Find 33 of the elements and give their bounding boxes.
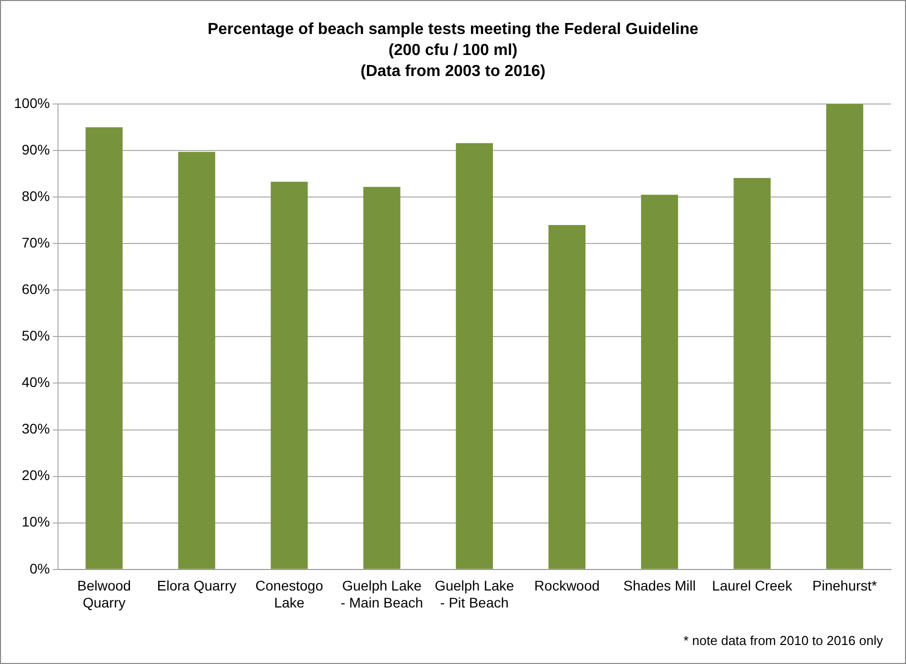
x-tick-label: Guelph Lake - Pit Beach: [434, 578, 514, 610]
bar: [456, 143, 493, 569]
y-tick-label: 50%: [22, 328, 50, 344]
x-tick-label: Laurel Creek: [712, 578, 794, 594]
y-tick-label: 60%: [22, 281, 50, 298]
bar: [641, 194, 678, 569]
x-tick-label: Shades Mill: [623, 578, 696, 594]
y-tick-label: 10%: [22, 514, 50, 530]
bar: [826, 104, 864, 569]
text: * note data from 2010 to 2016 only: [684, 633, 883, 648]
text: Percentage of beach sample tests meeting the Federal Guideline: [208, 21, 698, 38]
bar: [178, 152, 216, 569]
x-tick-label: Elora Quarry: [156, 578, 236, 594]
text: (200 cfu / 100 ml): [388, 42, 518, 59]
bar: [270, 182, 308, 569]
text: (Data from 2003 to 2016): [360, 63, 546, 80]
x-tick-label: Pinehurst*: [812, 578, 878, 594]
x-tick-label: Belwood Quarry: [77, 578, 131, 610]
y-tick-label: 40%: [22, 374, 50, 390]
y-tick-label: 20%: [22, 467, 50, 484]
y-tick-label: 80%: [22, 188, 50, 204]
y-tick-label: 90%: [22, 141, 50, 158]
bar: [363, 186, 400, 569]
bar: [548, 225, 586, 569]
bar: [734, 178, 771, 569]
x-tick-label: Rockwood: [534, 578, 600, 594]
y-tick-label: 0%: [30, 560, 50, 576]
y-tick-label: 70%: [22, 234, 50, 250]
y-tick-label: 30%: [22, 420, 50, 437]
x-tick-label: Conestogo Lake: [255, 578, 324, 610]
bar: [86, 127, 123, 569]
x-tick-label: Guelph Lake - Main Beach: [340, 578, 424, 610]
y-tick-label: 100%: [14, 94, 50, 111]
